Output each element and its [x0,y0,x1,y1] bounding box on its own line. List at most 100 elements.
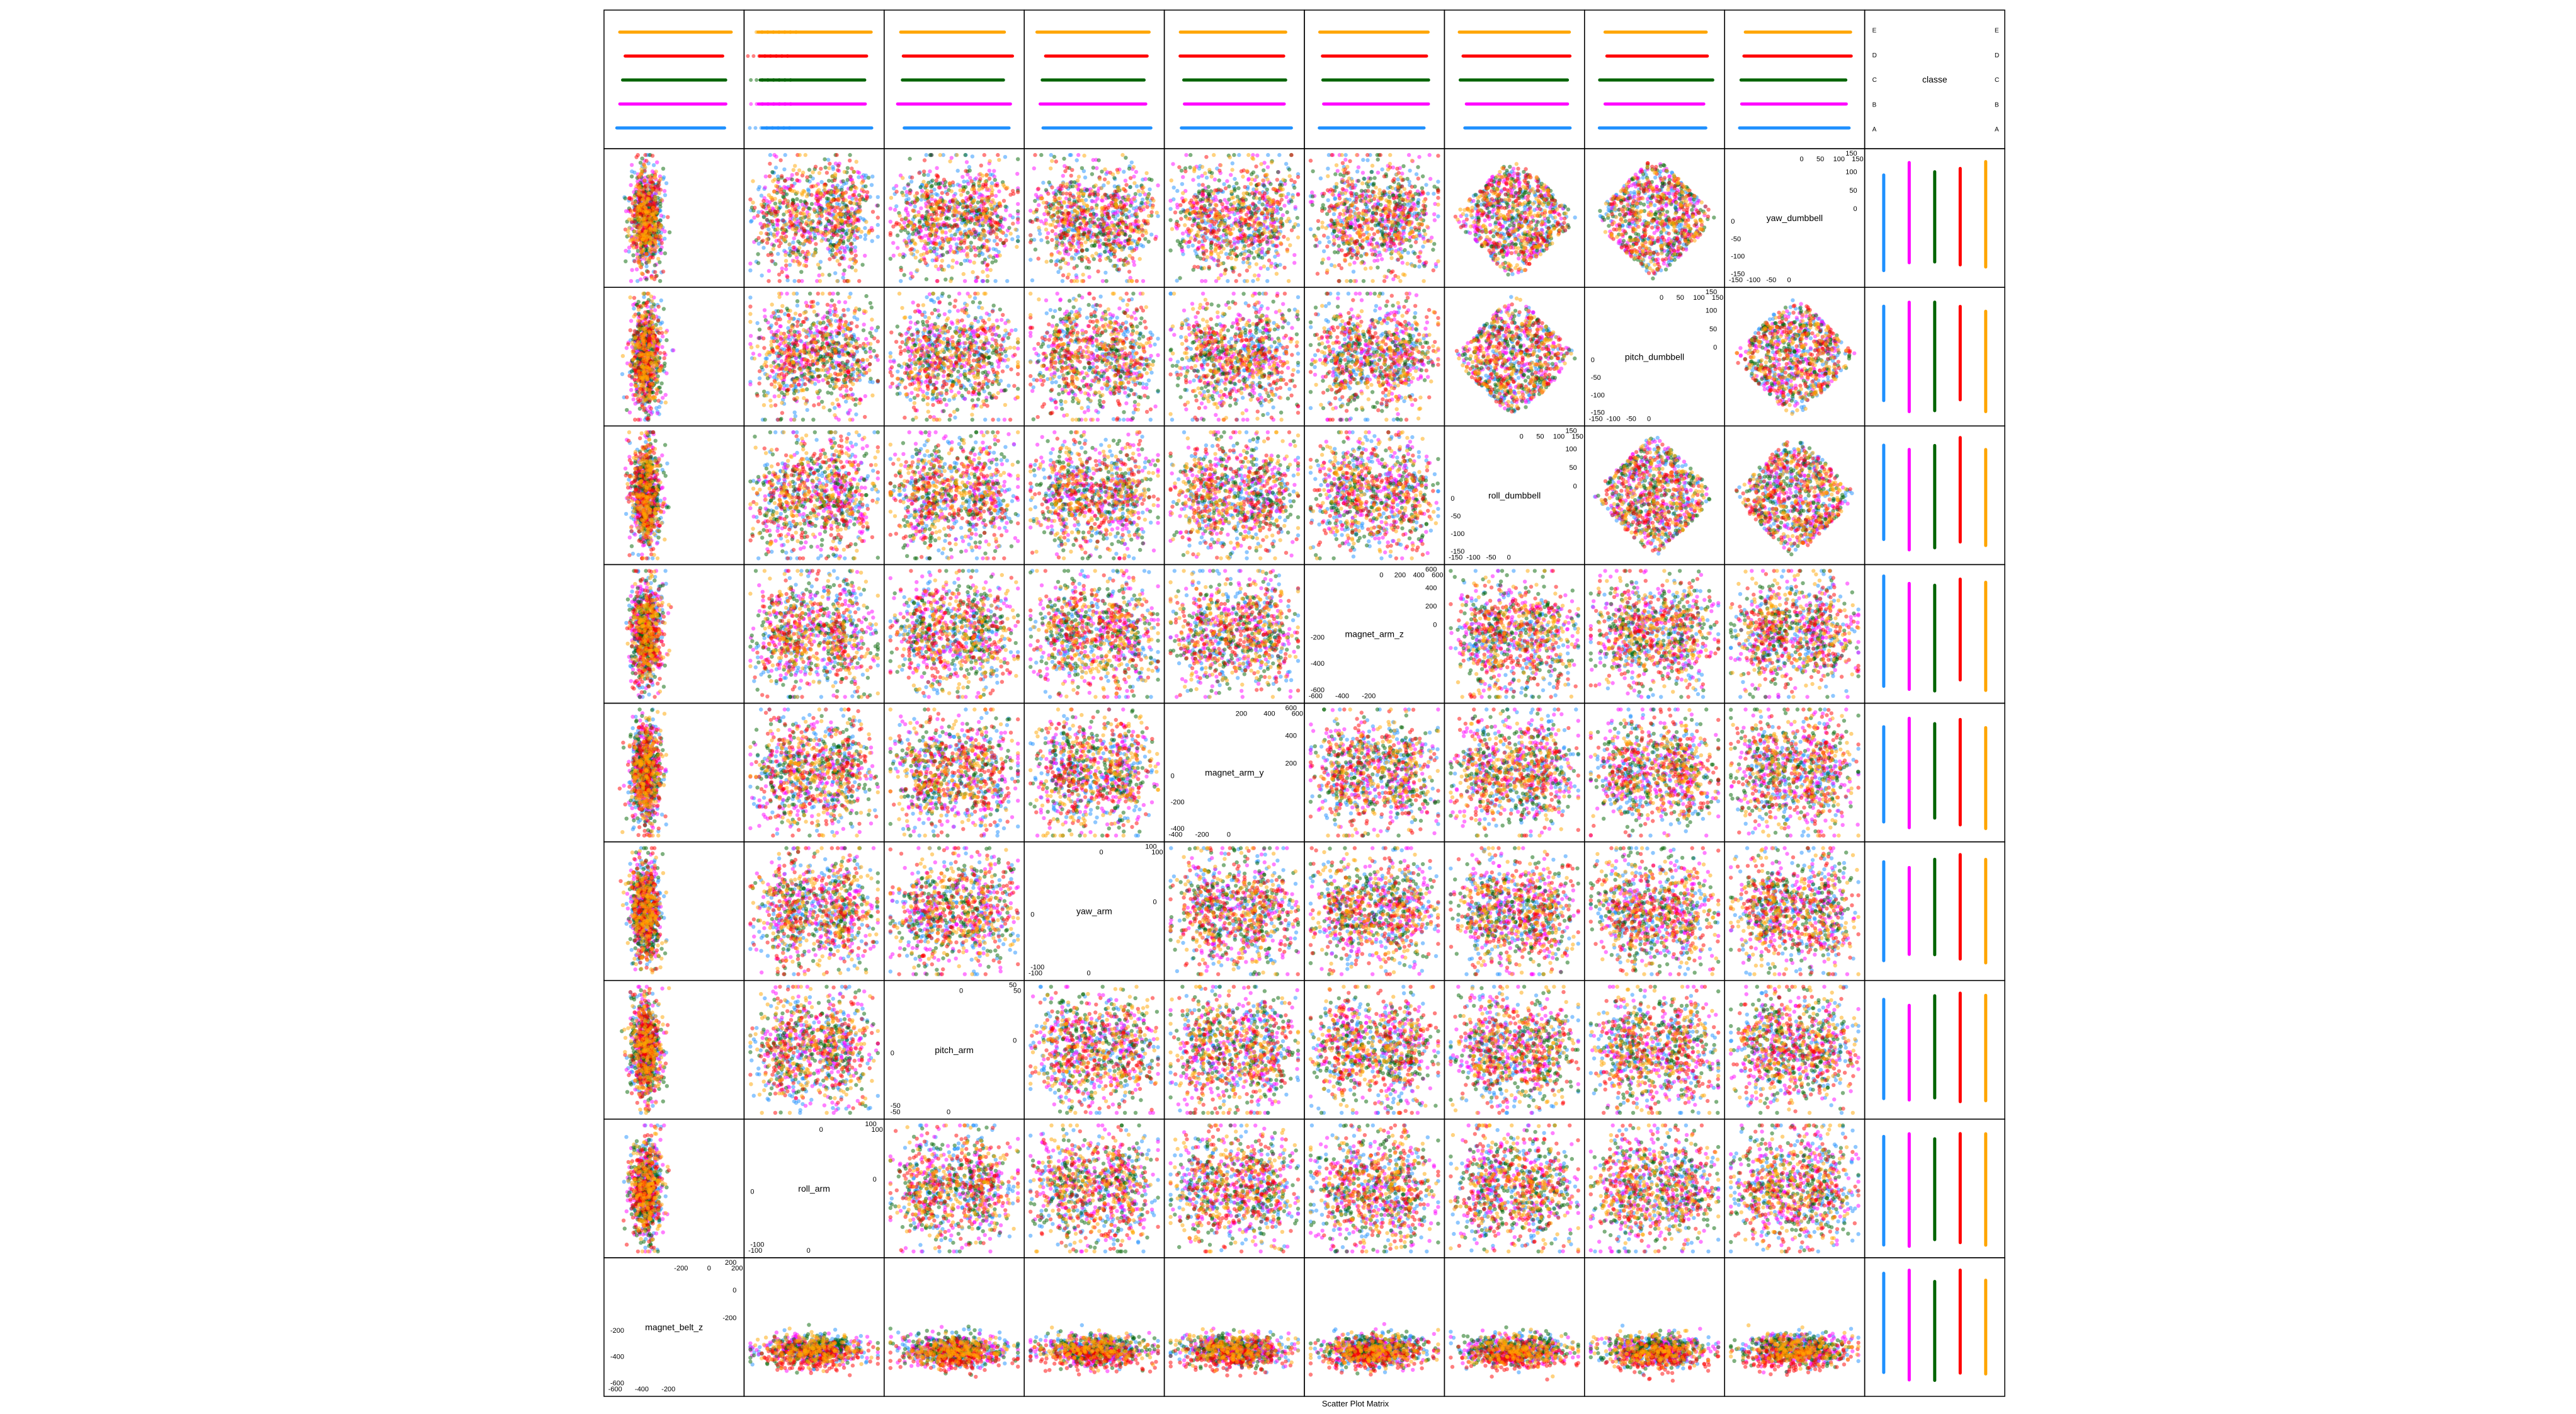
point-C [748,1360,752,1364]
point-E [825,1338,829,1342]
point-D [797,1367,801,1371]
point-E [869,1355,873,1359]
point-C [748,1356,752,1360]
point-A [833,1328,837,1331]
point-E [806,1360,810,1364]
point-E [855,1348,859,1352]
point-D [876,1356,880,1360]
point-D [876,1362,880,1366]
point-E [762,1343,766,1347]
point-E [833,1342,837,1345]
point-E [796,1339,800,1343]
point-E [823,1347,826,1350]
point-A [758,1345,761,1349]
point-A [998,1330,1001,1334]
point-E [790,1357,794,1361]
point-E [829,1359,833,1363]
point-C [806,1332,810,1336]
point-D [840,1345,843,1348]
point-D [871,1345,875,1349]
point-E [814,1350,818,1354]
point-E [840,1360,844,1364]
point-B [865,1356,869,1360]
panel-pitch_arm-vs-magnet_belt_z [889,1325,1020,1379]
point-E [815,1343,819,1347]
point-D [788,1366,792,1370]
point-A [962,1328,966,1331]
point-E [774,1340,778,1344]
point-C [840,1348,843,1352]
point-A [950,1331,954,1335]
point-E [827,1346,831,1350]
point-D [783,1366,787,1370]
point-D [834,1367,838,1371]
point-E [821,1369,825,1373]
point-E [783,1342,787,1346]
point-E [846,1351,850,1355]
point-E [821,1361,825,1365]
point-E [778,1345,782,1348]
point-B [865,1335,869,1338]
point-A [1003,1362,1006,1366]
point-E [807,1366,811,1369]
point-D [809,1371,813,1375]
point-E [781,1353,785,1357]
point-E [809,1339,812,1343]
point-D [851,1364,855,1367]
point-E [802,1337,806,1341]
point-C [752,1354,756,1357]
point-E [780,1366,784,1370]
point-E [794,1357,798,1360]
point-E [860,1348,863,1352]
point-B [977,1331,981,1335]
point-E [835,1363,838,1367]
point-B [931,1330,935,1333]
point-D [842,1366,846,1369]
point-C [807,1323,811,1326]
point-D [760,1352,763,1355]
point-E [821,1342,825,1345]
point-E [876,1347,880,1350]
point-E [831,1354,835,1357]
point-E [829,1341,833,1345]
point-E [811,1333,814,1337]
point-E [804,1348,807,1352]
point-E [843,1335,846,1338]
point-E [780,1359,784,1362]
point-E [797,1335,801,1338]
point-D [848,1373,852,1377]
point-B [755,1348,758,1352]
panel-roll_arm-vs-magnet_belt_z [748,1323,880,1377]
point-D [853,1354,857,1358]
point-E [819,1350,823,1354]
point-E [855,1342,859,1345]
point-E [773,1351,777,1355]
point-B [978,1366,982,1370]
point-D [799,1360,803,1364]
point-D [867,1342,870,1346]
point-A [860,1355,863,1359]
point-E [810,1351,814,1355]
point-E [840,1354,843,1357]
point-A [859,1334,863,1338]
point-D [823,1364,827,1368]
point-C [845,1361,849,1365]
point-E [770,1357,773,1361]
point-E [764,1335,768,1339]
point-D [869,1360,872,1364]
point-E [760,1356,763,1360]
point-E [812,1358,816,1362]
point-D [828,1367,831,1371]
point-E [851,1340,855,1344]
point-E [788,1326,792,1330]
point-E [790,1343,794,1347]
point-E [756,1338,760,1342]
point-E [789,1350,792,1354]
point-D [775,1368,779,1372]
points-layer [617,30,1985,1383]
point-A [782,1328,786,1332]
point-E [774,1357,778,1361]
point-A [998,1337,1001,1340]
point-E [809,1330,813,1334]
